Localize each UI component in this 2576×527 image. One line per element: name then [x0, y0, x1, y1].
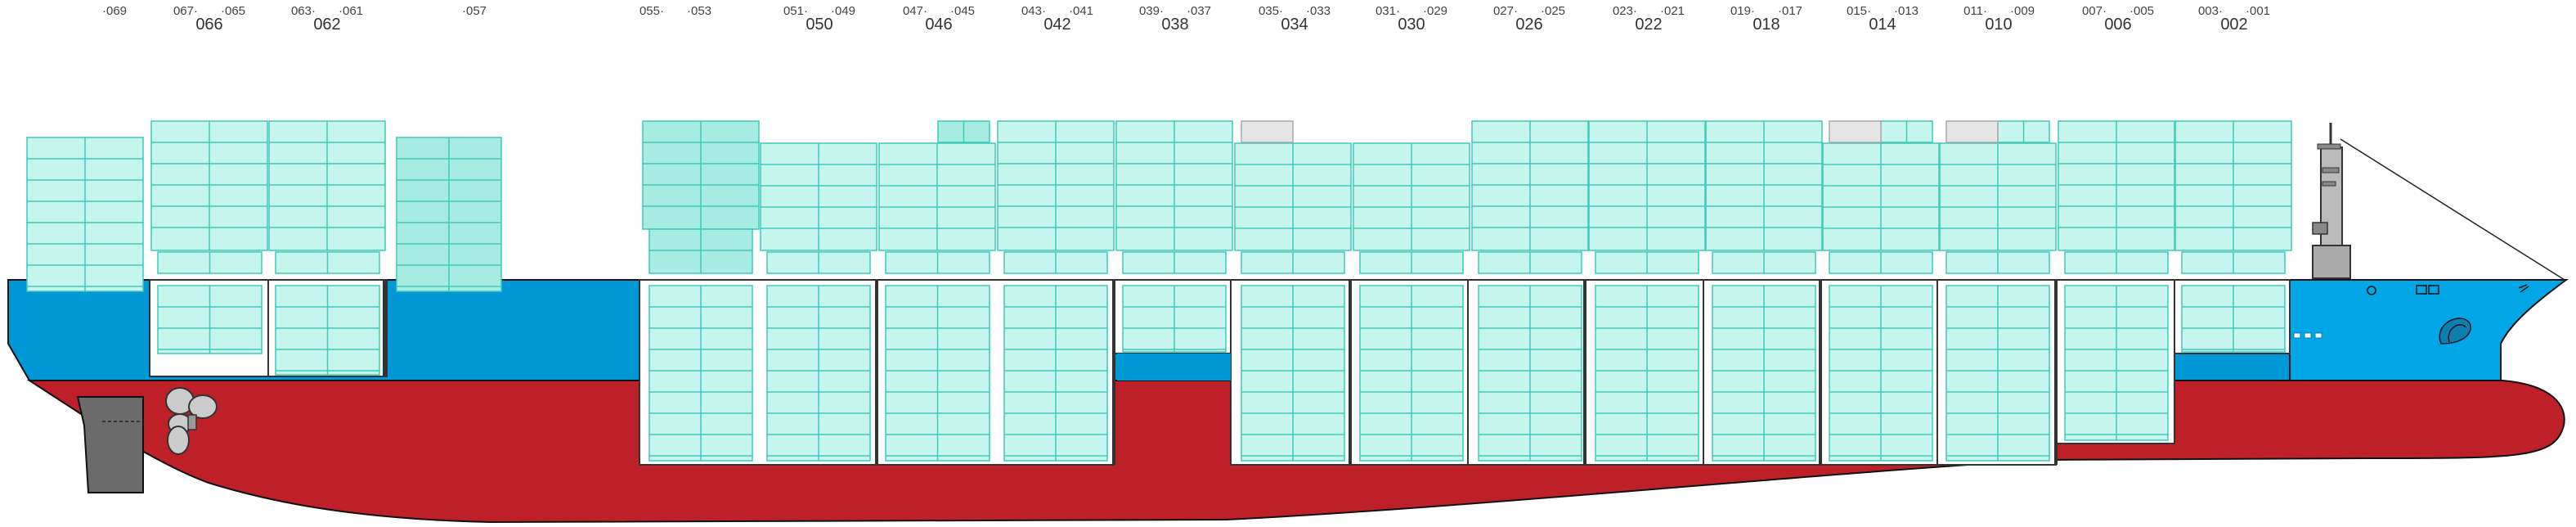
bay-label-right: ·013	[1894, 4, 1919, 18]
bay-label-left: 015·	[1847, 4, 1871, 18]
bay-label-main: 050	[806, 16, 832, 34]
bay-label-left: 067·	[173, 4, 198, 18]
bay-label-left: 027·	[1493, 4, 1518, 18]
bay-label-main: 066	[195, 16, 222, 34]
empty-slot	[1241, 120, 1294, 143]
empty-slot	[1829, 120, 1882, 143]
bay-label-left: 011·	[1963, 4, 1987, 18]
bay-label-left: 047·	[903, 4, 927, 18]
bay-label-main: 010	[1985, 16, 2012, 34]
bow-blue	[2289, 279, 2569, 381]
hold-deck-strip	[1117, 354, 1231, 381]
bow-markings	[2293, 284, 2529, 345]
bay-label-main: 030	[1398, 16, 1425, 34]
bay-label-left: 055·	[640, 4, 664, 18]
bay-label-right: ·017	[1778, 4, 1802, 18]
bay-label-main: 022	[1635, 16, 1662, 34]
bay-label-069: ·069	[102, 4, 127, 18]
rudder	[76, 396, 144, 493]
bay-label-main: 046	[925, 16, 952, 34]
bay-label-right: ·037	[1187, 4, 1211, 18]
bay-label-main: 002	[2220, 16, 2247, 34]
bay-label-right: ·041	[1069, 4, 1093, 18]
bay-label-right: ·025	[1541, 4, 1565, 18]
bay-label-left: 051·	[783, 4, 808, 18]
bay-label-left: 031·	[1376, 4, 1400, 18]
bay-label-main: 034	[1281, 16, 1308, 34]
bay-label-main: 026	[1515, 16, 1542, 34]
containers	[26, 120, 2292, 462]
bay-label-right: ·069	[102, 4, 127, 18]
bay-label-right: ·065	[221, 4, 245, 18]
bay-label-right: ·053	[687, 4, 711, 18]
bay-label-right: ·005	[2129, 4, 2154, 18]
bay-label-main: 014	[1869, 16, 1896, 34]
bay-label-right: ·057	[462, 4, 487, 18]
forestay	[2340, 138, 2565, 281]
forward-mast	[2312, 123, 2565, 281]
bay-label-main: 062	[313, 16, 340, 34]
bay-label-left: 063·	[291, 4, 316, 18]
bay-label-left: 043·	[1021, 4, 1046, 18]
bay-label-left: 023·	[1613, 4, 1637, 18]
bay-label-left: 007·	[2082, 4, 2107, 18]
bay-label-left: 019·	[1730, 4, 1755, 18]
bay-label-057: ·057	[462, 4, 487, 18]
bay-label-right: ·021	[1660, 4, 1685, 18]
bay-label-053: 055· ·053	[640, 4, 711, 18]
propeller	[165, 387, 218, 455]
bay-label-right: ·033	[1306, 4, 1331, 18]
bay-label-main: 018	[1752, 16, 1779, 34]
bay-label-main: 042	[1043, 16, 1070, 34]
bay-label-left: 039·	[1139, 4, 1164, 18]
empty-slot	[1945, 120, 1999, 143]
bay-label-right: ·009	[2010, 4, 2035, 18]
bay-label-right: ·049	[831, 4, 855, 18]
bay-label-left: 003·	[2198, 4, 2223, 18]
bay-label-right: ·061	[339, 4, 363, 18]
bay-label-right: ·029	[1423, 4, 1447, 18]
bay-label-main: 006	[2104, 16, 2131, 34]
bay-label-right: ·001	[2246, 4, 2270, 18]
bay-label-right: ·045	[950, 4, 975, 18]
bay-label-main: 038	[1161, 16, 1188, 34]
bay-label-left: 035·	[1259, 4, 1283, 18]
